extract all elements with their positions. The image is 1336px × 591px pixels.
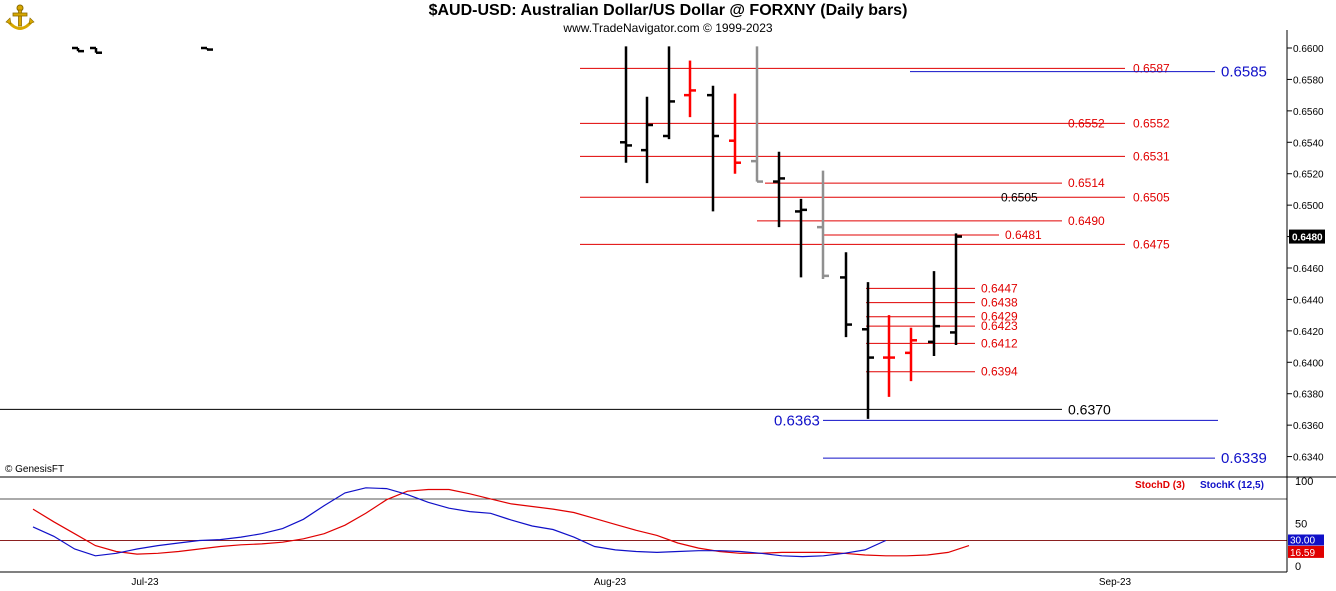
stochastic-pane: StochD (3) StochK (12,5): [0, 480, 1287, 558]
level-label-0.6585: 0.6585: [1221, 64, 1267, 81]
price-axis-label: 0.6500: [1293, 201, 1324, 212]
level-label-0.6481: 0.6481: [1005, 228, 1042, 242]
ohlc-bar: [862, 282, 874, 419]
level-label-0.6438: 0.6438: [981, 296, 1018, 310]
price-axis-label: 0.6460: [1293, 264, 1324, 275]
stochk-legend: StochK (12,5): [1200, 480, 1264, 491]
level-label-0.6423: 0.6423: [981, 319, 1018, 333]
level-label-0.6490: 0.6490: [1068, 214, 1105, 228]
level-label-0.6412: 0.6412: [981, 336, 1018, 350]
level-lines: 0.6587 0.6585 0.6552 0.6552 0.6531 0.6514 0.65…: [0, 61, 1267, 467]
ohlc-bar: [840, 252, 852, 338]
chart-title: $AUD-USD: Australian Dollar/US Dollar @ …: [428, 2, 908, 19]
price-axis: 0.6600 0.6580 0.6560 0.6540 0.6520 0.6500 0.64…: [1286, 30, 1336, 477]
time-axis-label: Sep-23: [1099, 577, 1132, 588]
level-label-0.6394: 0.6394: [981, 365, 1018, 379]
ohlc-bar: [663, 46, 675, 140]
genesis-watermark: © GenesisFT: [5, 464, 64, 475]
stochk-line: [32, 487, 887, 558]
stochd-legend: StochD (3): [1135, 480, 1185, 491]
stochd-value-label: 16.59: [1290, 548, 1315, 559]
ohlc-bar: [641, 96, 653, 184]
ohlc-bar: [795, 198, 807, 278]
ohlc-bar: [201, 46, 213, 51]
price-axis-label: 0.6360: [1293, 421, 1324, 432]
level-label-0.6587: 0.6587: [1133, 61, 1170, 75]
level-label-0.6531: 0.6531: [1133, 149, 1170, 163]
level-label-0.6447: 0.6447: [981, 281, 1018, 295]
level-label-0.6514: 0.6514: [1068, 176, 1105, 190]
last-price-marker: [1289, 229, 1325, 244]
level-label-0.6429: 0.6429: [981, 310, 1018, 324]
price-axis-label: 0.6340: [1293, 453, 1324, 464]
level-extra-label-0.6505: 0.6505: [1001, 190, 1038, 204]
ohlc-bar: [817, 170, 829, 279]
price-axis-label: 0.6580: [1293, 75, 1324, 86]
stoch-axis-label: 100: [1295, 476, 1313, 488]
last-price-label: 0.6480: [1292, 233, 1323, 244]
price-axis-label: 0.6520: [1293, 170, 1324, 181]
ohlc-bar: [950, 233, 962, 345]
price-axis-label: 0.6540: [1293, 138, 1324, 149]
ohlc-bar: [729, 93, 741, 174]
ohlc-bar: [684, 60, 696, 118]
price-axis-label: 0.6560: [1293, 107, 1324, 118]
stochk-value-label: 30.00: [1290, 536, 1315, 547]
ohlc-bars: [72, 46, 962, 419]
ohlc-bar: [773, 151, 785, 228]
ohlc-bar: [751, 46, 763, 183]
time-axis: Jul-23 Aug-23 Sep-23: [0, 571, 1287, 591]
price-axis-label: 0.6400: [1293, 358, 1324, 369]
level-label-0.6370: 0.6370: [1068, 401, 1111, 417]
ohlc-bar: [707, 85, 719, 212]
stoch-axis-label: 50: [1295, 519, 1307, 531]
level-extra-label-0.6552: 0.6552: [1068, 116, 1105, 130]
price-axis-label: 0.6420: [1293, 327, 1324, 338]
price-axis-label: 0.6600: [1293, 44, 1324, 55]
ohlc-bar: [883, 315, 895, 397]
time-axis-label: Aug-23: [594, 577, 627, 588]
chart-header: $AUD-USD: Australian Dollar/US Dollar @ …: [0, 0, 1336, 37]
ohlc-bar: [928, 271, 940, 356]
stoch-axis-label: 0: [1295, 561, 1301, 573]
price-pane: [0, 37, 1287, 477]
stochd-line: [32, 488, 970, 557]
chart-subtitle: www.TradeNavigator.com © 1999-2023: [563, 21, 773, 35]
level-label-0.6363: 0.6363: [774, 412, 820, 429]
stochd-value-marker: [1288, 545, 1324, 558]
golden-anchor-logo-icon: [5, 4, 35, 30]
level-label-0.6339: 0.6339: [1221, 450, 1267, 467]
ohlc-bar: [90, 46, 102, 54]
stochk-value-marker: [1288, 534, 1324, 546]
time-axis-label: Jul-23: [131, 577, 159, 588]
level-label-0.6475: 0.6475: [1133, 237, 1170, 251]
price-axis-label: 0.6440: [1293, 295, 1324, 306]
level-label-0.6505: 0.6505: [1133, 190, 1170, 204]
ohlc-bar: [72, 46, 84, 53]
price-axis-label: 0.6380: [1293, 390, 1324, 401]
level-label-0.6552: 0.6552: [1133, 116, 1170, 130]
ohlc-bar: [905, 327, 917, 382]
ohlc-bar: [620, 46, 632, 163]
